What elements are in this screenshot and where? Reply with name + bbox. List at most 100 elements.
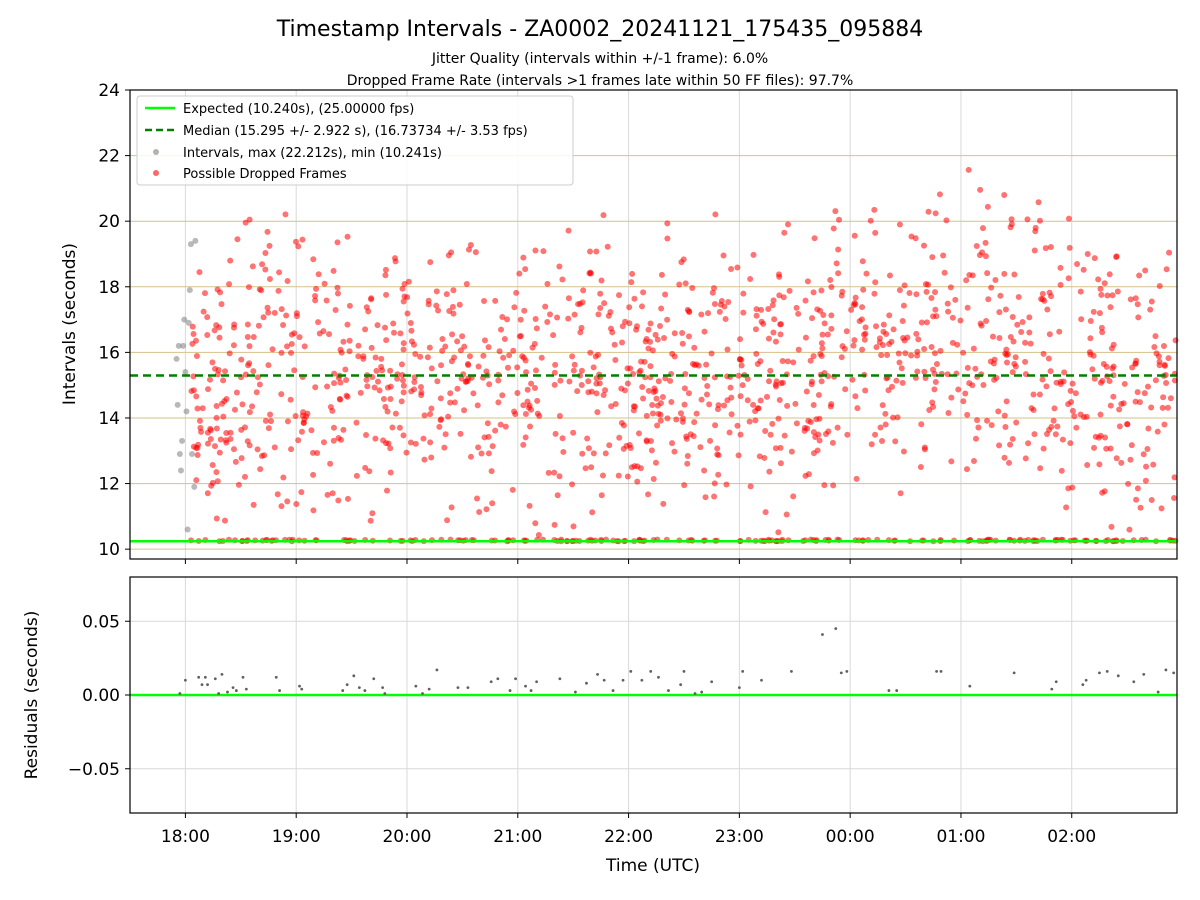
dropped-frame-point (975, 424, 982, 431)
dropped-frame-point (921, 446, 928, 453)
dropped-frame-point (189, 340, 196, 347)
xtick-label: 20:00 (382, 827, 431, 847)
dropped-frame-point (1068, 399, 1075, 406)
dropped-frame-point (775, 415, 782, 422)
dropped-frame-point (288, 349, 295, 356)
dropped-frame-point (923, 319, 930, 326)
dropped-frame-point (467, 242, 474, 249)
interval-point (187, 241, 194, 248)
dropped-frame-point (1091, 375, 1098, 382)
dropped-frame-point (964, 304, 971, 311)
dropped-frame-point (437, 395, 444, 402)
dropped-frame-point (556, 412, 563, 419)
dropped-frame-point (520, 254, 527, 261)
dropped-frame-point (850, 342, 857, 349)
dropped-frame-point (287, 396, 294, 403)
dropped-frame-point (1171, 495, 1178, 502)
dropped-frame-point (1045, 355, 1052, 362)
dropped-frame-point (353, 472, 360, 479)
residual-point (274, 675, 278, 679)
dropped-frame-point (209, 479, 216, 486)
dropped-frame-point (639, 383, 646, 390)
dropped-frame-point (344, 233, 351, 240)
dropped-frame-point (1078, 316, 1085, 323)
dropped-frame-point (931, 350, 938, 357)
residual-point (558, 677, 562, 681)
dropped-frame-point (204, 332, 211, 339)
dropped-frame-point (711, 301, 718, 308)
dropped-frame-point (234, 236, 241, 243)
dropped-frame-point (1160, 343, 1167, 350)
dropped-frame-point (966, 380, 973, 387)
residual-point (1132, 680, 1136, 684)
dropped-frame-point (344, 321, 351, 328)
dropped-frame-point (1090, 308, 1097, 315)
dropped-frame-point (850, 302, 857, 309)
dropped-frame-point (520, 441, 527, 448)
dropped-frame-point (819, 345, 826, 352)
dropped-frame-point (456, 301, 463, 308)
dropped-frame-point (1007, 333, 1014, 340)
dropped-frame-point (744, 397, 751, 404)
dropped-frame-point (226, 281, 233, 288)
dropped-frame-point (258, 287, 265, 294)
dropped-frame-point (871, 290, 878, 297)
residual-point (466, 686, 470, 690)
dropped-frame-point (1046, 289, 1053, 296)
dropped-frame-point (590, 364, 597, 371)
dropped-frame-point (784, 402, 791, 409)
dropped-frame-point (320, 439, 327, 446)
dropped-frame-point (310, 449, 317, 456)
dropped-frame-point (771, 316, 778, 323)
dropped-frame-point (963, 277, 970, 284)
residual-point (496, 677, 500, 681)
dropped-frame-point (698, 311, 705, 318)
dropped-frame-point (1014, 321, 1021, 328)
dropped-frame-point (384, 384, 391, 391)
dropped-frame-point (1027, 340, 1034, 347)
residual-point (657, 675, 660, 679)
dropped-frame-point (337, 379, 344, 386)
dropped-frame-point (216, 449, 223, 456)
dropped-frame-point (324, 383, 331, 390)
dropped-frame-point (984, 270, 991, 277)
dropped-frame-point (499, 314, 506, 321)
xtick-label: 01:00 (936, 827, 985, 847)
dropped-frame-point (656, 322, 663, 329)
dropped-frame-point (364, 383, 371, 390)
dropped-frame-point (506, 352, 513, 359)
dropped-frame-point (276, 269, 283, 276)
dropped-frame-point (483, 506, 490, 513)
residual-point (244, 687, 248, 691)
residual-point (760, 678, 763, 682)
dropped-frame-point (1137, 504, 1144, 511)
dropped-frame-point (196, 417, 203, 424)
dropped-frame-point (1022, 339, 1029, 346)
dropped-frame-point (376, 387, 383, 394)
dropped-frame-point (394, 375, 401, 382)
dropped-frame-point (342, 366, 349, 373)
dropped-frame-point (265, 362, 272, 369)
dropped-frame-point (534, 410, 541, 417)
dropped-frame-point (689, 285, 696, 292)
dropped-frame-point (624, 473, 631, 480)
residual-point (383, 692, 387, 695)
dropped-frame-point (496, 348, 503, 355)
dropped-frame-point (1148, 497, 1155, 504)
dropped-frame-point (851, 337, 858, 344)
dropped-frame-point (818, 340, 825, 347)
dropped-frame-point (901, 282, 908, 289)
dropped-frame-point (365, 308, 372, 315)
residual-point (621, 678, 625, 682)
dropped-frame-point (246, 409, 253, 416)
dropped-frame-point (960, 398, 967, 405)
dropped-frame-point (725, 298, 732, 305)
dropped-frame-point (803, 388, 810, 395)
dropped-frame-point (1101, 280, 1108, 287)
dropped-frame-point (408, 388, 415, 395)
interval-point (184, 526, 191, 533)
dropped-frame-point (833, 260, 840, 267)
dropped-frame-point (457, 430, 464, 437)
dropped-frame-point (408, 338, 415, 345)
dropped-frame-point (310, 471, 317, 478)
